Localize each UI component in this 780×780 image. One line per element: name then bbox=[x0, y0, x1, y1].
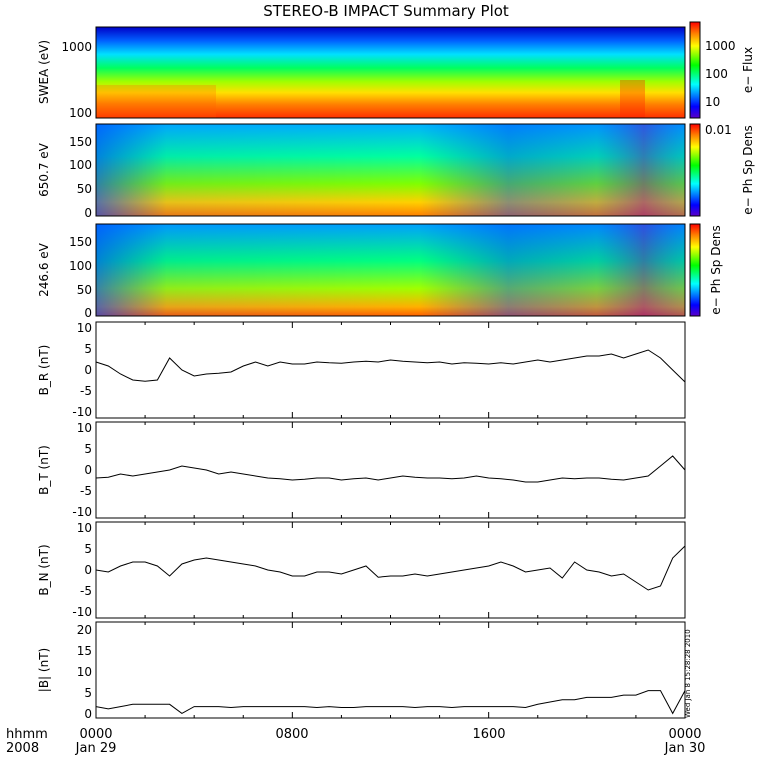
xtick-time: 0000 bbox=[79, 727, 112, 742]
ytick-label: 0 bbox=[84, 363, 92, 377]
bmag-series bbox=[95, 690, 686, 715]
ytick-label: -10 bbox=[72, 605, 92, 619]
panel-bmag-frame bbox=[95, 621, 686, 719]
ylabel-pad-650: 650.7 eV bbox=[37, 142, 51, 197]
ytick-label: 15 bbox=[77, 644, 92, 658]
panel-bn-frame bbox=[95, 521, 686, 619]
colorbar-tick: 100 bbox=[705, 67, 728, 81]
pad-246-spectrogram-shade bbox=[96, 224, 685, 316]
swea-spectrogram-band bbox=[620, 80, 645, 118]
plot-title: STEREO-B IMPACT Summary Plot bbox=[263, 2, 509, 20]
panel-swea bbox=[95, 26, 686, 119]
ytick-label: 1000 bbox=[61, 40, 92, 54]
ytick-label: 0 bbox=[84, 206, 92, 220]
ytick-label: 5 bbox=[84, 342, 92, 356]
timestamp: Wed Jan 8 15:28:28 2010 bbox=[684, 629, 692, 718]
panel-br-frame bbox=[95, 321, 686, 419]
panel-frame bbox=[95, 26, 686, 119]
colorbar-pad-650 bbox=[689, 123, 701, 217]
colorbar-label-pad-246: e− Ph Sp Dens bbox=[709, 225, 723, 314]
ytick-label: 100 bbox=[69, 106, 92, 120]
ytick-label: 5 bbox=[84, 442, 92, 456]
panel-frame bbox=[95, 223, 686, 317]
ytick-label: 20 bbox=[77, 623, 92, 637]
xtick-date: Jan 29 bbox=[75, 741, 117, 756]
ylabel-br: B_R (nT) bbox=[37, 345, 51, 396]
ytick-label: 150 bbox=[69, 135, 92, 149]
ylabel-bmag: |B| (nT) bbox=[37, 648, 51, 692]
panel-frame bbox=[95, 123, 686, 217]
ytick-label: 5 bbox=[84, 686, 92, 700]
ytick-label: 10 bbox=[77, 521, 92, 535]
ytick-label: -10 bbox=[72, 405, 92, 419]
ytick-label: 50 bbox=[77, 283, 92, 297]
colorbar-tick: 0.01 bbox=[705, 123, 732, 137]
ylabel-bt: B_T (nT) bbox=[37, 445, 51, 495]
panel-pad-246 bbox=[95, 223, 686, 317]
xtick-time: 1600 bbox=[472, 727, 505, 742]
colorbar-pad-246 bbox=[689, 223, 701, 317]
ytick-label: 10 bbox=[77, 421, 92, 435]
bt-series bbox=[95, 455, 686, 483]
footer-year: 2008 bbox=[6, 741, 39, 756]
ytick-label: 0 bbox=[84, 306, 92, 320]
colorbar-flux bbox=[689, 21, 701, 119]
ytick-label: 100 bbox=[69, 259, 92, 273]
ytick-label: -10 bbox=[72, 505, 92, 519]
ytick-label: -5 bbox=[80, 584, 92, 598]
colorbar-tick: 1000 bbox=[705, 39, 736, 53]
ytick-label: 0 bbox=[84, 707, 92, 721]
series-layer bbox=[95, 322, 686, 718]
xtick-time: 0000 bbox=[668, 727, 701, 742]
ylabel-bn: B_N (nT) bbox=[37, 544, 51, 595]
colorbar-label-flux: e− Flux bbox=[741, 47, 755, 93]
panel-pad-650 bbox=[95, 123, 686, 217]
ylabel-swea: SWEA (eV) bbox=[37, 40, 51, 104]
xtick-date: Jan 30 bbox=[664, 741, 706, 756]
ytick-label: 100 bbox=[69, 158, 92, 172]
panel-bt-frame bbox=[95, 421, 686, 519]
ytick-label: -5 bbox=[80, 384, 92, 398]
ytick-label: 50 bbox=[77, 182, 92, 196]
br-series bbox=[95, 349, 686, 383]
ytick-label: 10 bbox=[77, 321, 92, 335]
colorbar-tick: 10 bbox=[705, 95, 720, 109]
bn-series bbox=[95, 545, 686, 591]
xtick-time: 0800 bbox=[275, 727, 308, 742]
pad-650-spectrogram-shade bbox=[96, 124, 685, 216]
swea-spectrogram bbox=[96, 27, 685, 118]
footer-hhmm: hhmm bbox=[6, 727, 48, 742]
ylabel-pad-246: 246.6 eV bbox=[37, 242, 51, 297]
ytick-label: -5 bbox=[80, 484, 92, 498]
colorbar-label-pad-650: e− Ph Sp Dens bbox=[741, 125, 755, 214]
ytick-label: 10 bbox=[77, 665, 92, 679]
ytick-label: 5 bbox=[84, 542, 92, 556]
ytick-label: 0 bbox=[84, 563, 92, 577]
ytick-label: 150 bbox=[69, 235, 92, 249]
swea-spectrogram-band bbox=[96, 85, 216, 118]
ytick-label: 0 bbox=[84, 463, 92, 477]
